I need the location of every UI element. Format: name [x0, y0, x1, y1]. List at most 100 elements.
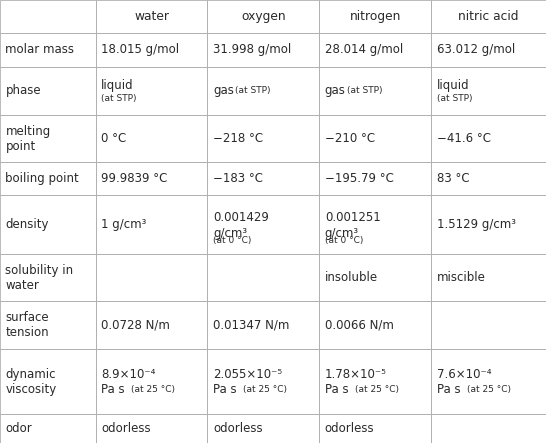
- Bar: [431, 0, 546, 33]
- Bar: [319, 115, 431, 162]
- Text: surface
tension: surface tension: [5, 311, 49, 339]
- Text: water: water: [134, 10, 169, 23]
- Text: 0.0728 N/m: 0.0728 N/m: [101, 319, 170, 332]
- Bar: [319, 254, 431, 301]
- Text: 63.012 g/mol: 63.012 g/mol: [437, 43, 515, 56]
- Bar: [0, 0, 96, 33]
- Text: (at 25 °C): (at 25 °C): [243, 385, 287, 394]
- Bar: [207, 414, 319, 443]
- Text: −195.79 °C: −195.79 °C: [325, 172, 394, 185]
- Text: 0.0066 N/m: 0.0066 N/m: [325, 319, 394, 332]
- Bar: [96, 33, 207, 66]
- Bar: [0, 254, 96, 301]
- Text: 31.998 g/mol: 31.998 g/mol: [213, 43, 291, 56]
- Text: insoluble: insoluble: [325, 271, 378, 284]
- Text: −218 °C: −218 °C: [213, 132, 263, 145]
- Text: melting
point: melting point: [5, 124, 51, 152]
- Text: Pa s: Pa s: [437, 383, 460, 396]
- Text: −41.6 °C: −41.6 °C: [437, 132, 491, 145]
- Bar: [319, 0, 431, 33]
- Bar: [207, 33, 319, 66]
- Bar: [0, 195, 96, 254]
- Bar: [0, 350, 96, 414]
- Text: density: density: [5, 218, 49, 231]
- Text: 2.055×10⁻⁵: 2.055×10⁻⁵: [213, 368, 282, 381]
- Text: 28.014 g/mol: 28.014 g/mol: [325, 43, 403, 56]
- Text: 8.9×10⁻⁴: 8.9×10⁻⁴: [101, 368, 156, 381]
- Text: 0.001251
g/cm³: 0.001251 g/cm³: [325, 211, 381, 240]
- Text: odorless: odorless: [325, 422, 375, 435]
- Bar: [96, 301, 207, 350]
- Text: (at 25 °C): (at 25 °C): [467, 385, 511, 394]
- Text: nitric acid: nitric acid: [459, 10, 519, 23]
- Bar: [319, 195, 431, 254]
- Bar: [207, 0, 319, 33]
- Text: miscible: miscible: [437, 271, 486, 284]
- Text: odorless: odorless: [101, 422, 151, 435]
- Bar: [207, 115, 319, 162]
- Bar: [96, 195, 207, 254]
- Bar: [431, 414, 546, 443]
- Bar: [431, 195, 546, 254]
- Text: 0 °C: 0 °C: [101, 132, 126, 145]
- Text: liquid: liquid: [437, 78, 470, 92]
- Bar: [0, 115, 96, 162]
- Bar: [207, 195, 319, 254]
- Bar: [431, 162, 546, 195]
- Text: −183 °C: −183 °C: [213, 172, 263, 185]
- Bar: [319, 350, 431, 414]
- Bar: [0, 414, 96, 443]
- Text: dynamic
viscosity: dynamic viscosity: [5, 368, 57, 396]
- Bar: [96, 414, 207, 443]
- Bar: [207, 350, 319, 414]
- Bar: [431, 115, 546, 162]
- Bar: [319, 162, 431, 195]
- Text: 18.015 g/mol: 18.015 g/mol: [101, 43, 179, 56]
- Bar: [0, 66, 96, 115]
- Text: (at STP): (at STP): [101, 94, 136, 103]
- Bar: [0, 162, 96, 195]
- Text: 1 g/cm³: 1 g/cm³: [101, 218, 146, 231]
- Text: 1.78×10⁻⁵: 1.78×10⁻⁵: [325, 368, 387, 381]
- Text: 0.01347 N/m: 0.01347 N/m: [213, 319, 289, 332]
- Bar: [431, 301, 546, 350]
- Text: (at STP): (at STP): [235, 86, 271, 95]
- Bar: [96, 66, 207, 115]
- Text: gas: gas: [213, 85, 234, 97]
- Text: (at 0 °C): (at 0 °C): [213, 236, 251, 245]
- Bar: [96, 350, 207, 414]
- Bar: [207, 66, 319, 115]
- Text: 7.6×10⁻⁴: 7.6×10⁻⁴: [437, 368, 491, 381]
- Text: phase: phase: [5, 85, 41, 97]
- Text: (at STP): (at STP): [347, 86, 383, 95]
- Text: nitrogen: nitrogen: [349, 10, 401, 23]
- Bar: [96, 254, 207, 301]
- Text: oxygen: oxygen: [241, 10, 286, 23]
- Text: 1.5129 g/cm³: 1.5129 g/cm³: [437, 218, 516, 231]
- Bar: [96, 162, 207, 195]
- Bar: [207, 301, 319, 350]
- Bar: [96, 0, 207, 33]
- Bar: [431, 33, 546, 66]
- Bar: [0, 33, 96, 66]
- Text: odor: odor: [5, 422, 32, 435]
- Bar: [431, 350, 546, 414]
- Bar: [431, 66, 546, 115]
- Text: (at STP): (at STP): [437, 94, 472, 103]
- Bar: [319, 33, 431, 66]
- Bar: [319, 414, 431, 443]
- Text: (at 0 °C): (at 0 °C): [325, 236, 363, 245]
- Text: Pa s: Pa s: [325, 383, 348, 396]
- Text: (at 25 °C): (at 25 °C): [355, 385, 399, 394]
- Text: boiling point: boiling point: [5, 172, 79, 185]
- Text: solubility in
water: solubility in water: [5, 264, 74, 291]
- Bar: [0, 301, 96, 350]
- Bar: [319, 301, 431, 350]
- Text: 99.9839 °C: 99.9839 °C: [101, 172, 168, 185]
- Text: odorless: odorless: [213, 422, 263, 435]
- Text: 0.001429
g/cm³: 0.001429 g/cm³: [213, 211, 269, 240]
- Text: Pa s: Pa s: [101, 383, 124, 396]
- Text: 83 °C: 83 °C: [437, 172, 470, 185]
- Bar: [319, 66, 431, 115]
- Text: molar mass: molar mass: [5, 43, 74, 56]
